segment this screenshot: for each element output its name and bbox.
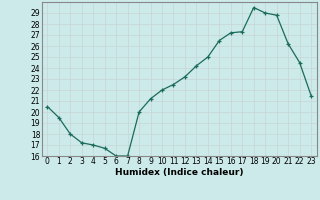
X-axis label: Humidex (Indice chaleur): Humidex (Indice chaleur) [115,168,244,177]
